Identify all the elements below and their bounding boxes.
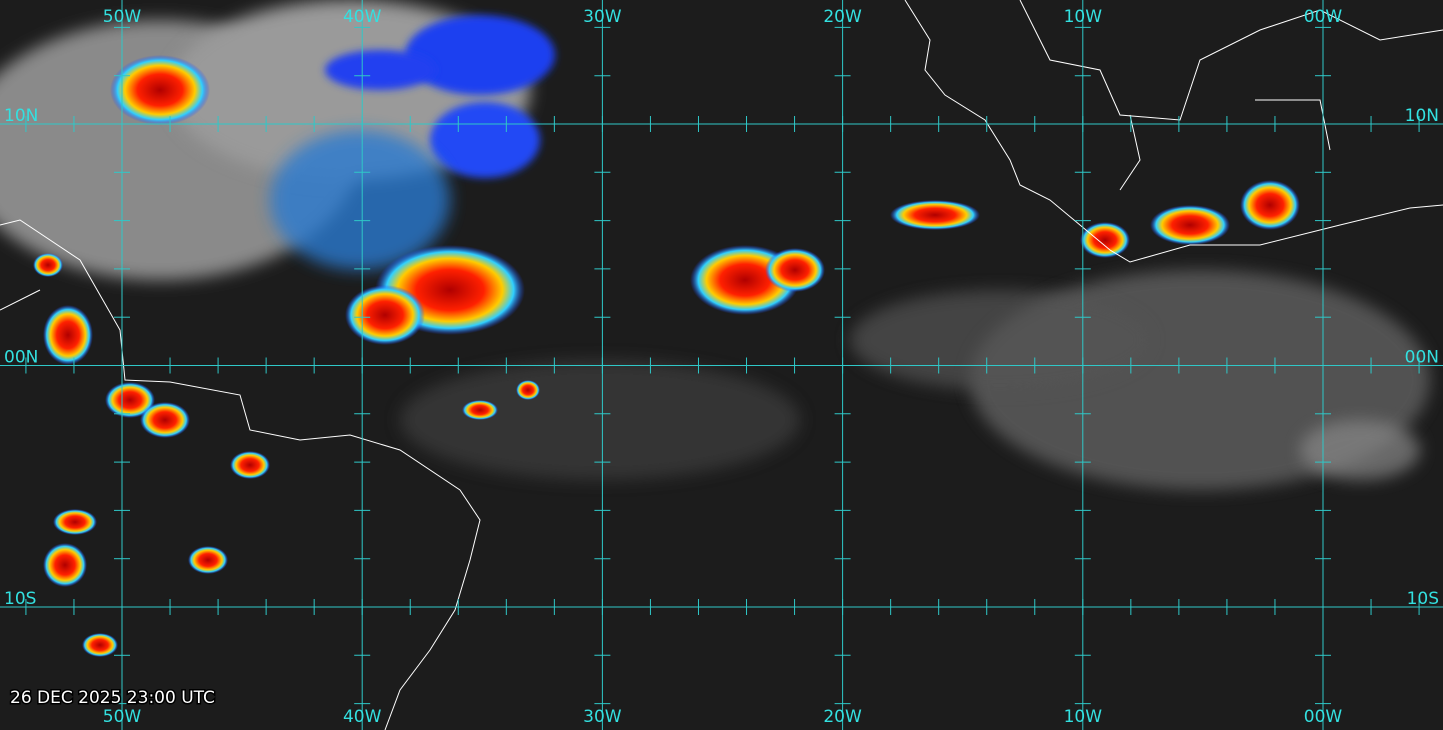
lat-label: 10N	[4, 106, 38, 126]
lon-label: 10W	[1064, 707, 1103, 727]
lat-label: 10N	[1405, 106, 1439, 126]
lon-label: 00W	[1304, 7, 1343, 27]
lat-label: 00N	[1405, 348, 1439, 368]
lon-label: 40W	[343, 707, 382, 727]
lon-label: 30W	[583, 7, 622, 27]
lon-label: 20W	[823, 707, 862, 727]
timestamp: 26 DEC 2025 23:00 UTC	[10, 688, 215, 708]
clouds	[0, 0, 1430, 657]
lat-label: 10S	[1407, 589, 1439, 609]
lon-label: 50W	[103, 7, 142, 27]
lon-label: 30W	[583, 707, 622, 727]
lat-label: 00N	[4, 348, 38, 368]
lon-label: 20W	[823, 7, 862, 27]
lon-label: 00W	[1304, 707, 1343, 727]
lat-label: 10S	[4, 589, 36, 609]
lon-label: 50W	[103, 707, 142, 727]
lon-label: 40W	[343, 7, 382, 27]
lon-label: 10W	[1064, 7, 1103, 27]
